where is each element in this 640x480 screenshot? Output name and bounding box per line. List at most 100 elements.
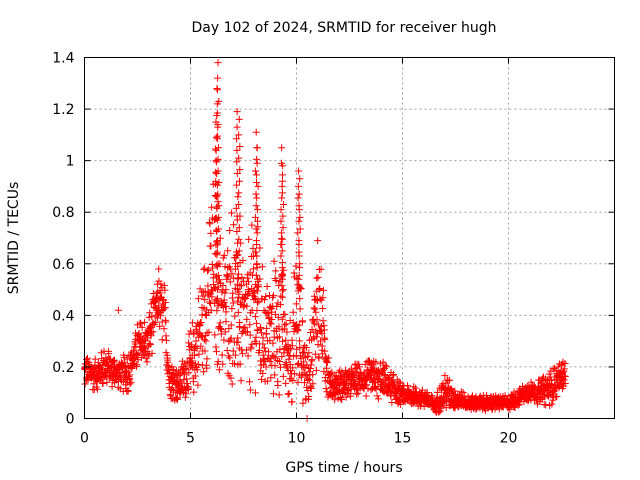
data-point (371, 384, 379, 392)
data-point (233, 170, 241, 178)
data-point (240, 303, 248, 311)
data-point (447, 385, 455, 393)
data-point (549, 396, 557, 404)
data-point (411, 384, 419, 392)
data-point (233, 251, 241, 259)
data-point (195, 350, 203, 358)
data-point (248, 221, 256, 229)
data-point (259, 340, 267, 348)
data-point (226, 354, 234, 362)
data-point (233, 108, 241, 116)
data-point (277, 301, 285, 309)
data-point (316, 295, 324, 303)
data-point (212, 343, 220, 351)
data-point (146, 339, 154, 347)
data-point (253, 299, 261, 307)
data-point (278, 189, 286, 197)
data-point (203, 364, 211, 372)
data-point (253, 144, 261, 152)
data-point (216, 276, 224, 284)
data-point (234, 308, 242, 316)
data-point (279, 200, 287, 208)
data-point (211, 331, 219, 339)
data-point (155, 302, 163, 310)
data-point (279, 372, 287, 380)
data-point (323, 359, 331, 367)
data-point (251, 295, 259, 303)
data-point (307, 329, 315, 337)
data-point (162, 336, 170, 344)
data-point (553, 392, 561, 400)
data-point (234, 239, 242, 247)
data-point (202, 337, 210, 345)
data-point (212, 145, 220, 153)
data-point (321, 335, 329, 343)
data-point (318, 330, 326, 338)
data-point (331, 396, 339, 404)
data-point (278, 287, 286, 295)
data-point (260, 356, 268, 364)
data-point (193, 344, 201, 352)
data-point (234, 297, 242, 305)
x-tick-label: 0 (80, 431, 89, 447)
data-point (233, 146, 241, 154)
data-point (561, 372, 569, 380)
axis-ticks: 0 0.2 0.4 0.6 0.8 1 1.2 1.4 0 5 10 15 20 (52, 51, 615, 447)
data-point (219, 360, 227, 368)
data-point (138, 323, 146, 331)
data-point (214, 59, 222, 67)
data-point (561, 360, 569, 368)
data-point (134, 332, 142, 340)
data-point (226, 278, 234, 286)
data-point (271, 362, 279, 370)
data-point (264, 377, 272, 385)
data-point (169, 366, 177, 374)
data-point (214, 74, 222, 82)
data-point (158, 336, 166, 344)
y-tick-label: 0.6 (52, 257, 74, 273)
data-point (161, 286, 169, 294)
data-point (277, 252, 285, 260)
data-point (252, 319, 260, 327)
data-point (278, 171, 286, 179)
data-point (275, 391, 283, 399)
data-point (276, 346, 284, 354)
data-point (222, 308, 230, 316)
data-point (213, 348, 221, 356)
data-point (295, 237, 303, 245)
data-point (253, 307, 261, 315)
data-point (213, 203, 221, 211)
data-point (123, 355, 131, 363)
data-point (300, 358, 308, 366)
data-point (81, 380, 89, 388)
data-point (146, 341, 154, 349)
data-point (251, 313, 259, 321)
data-point (278, 177, 286, 185)
data-point (263, 282, 271, 290)
data-point (114, 383, 122, 391)
data-point (220, 336, 228, 344)
data-point (295, 271, 303, 279)
data-point (476, 392, 484, 400)
data-point (114, 306, 122, 314)
data-point (277, 217, 285, 225)
data-point (231, 351, 239, 359)
data-point (267, 374, 275, 382)
data-point (213, 170, 221, 178)
data-point (278, 282, 286, 290)
data-point (560, 365, 568, 373)
data-point (137, 319, 145, 327)
data-point (220, 251, 228, 259)
data-point (264, 348, 272, 356)
data-point (278, 247, 286, 255)
data-point (262, 363, 270, 371)
data-point (275, 358, 283, 366)
data-point (243, 315, 251, 323)
data-point (275, 333, 283, 341)
data-point (252, 225, 260, 233)
data-point (253, 283, 261, 291)
data-point (437, 403, 445, 411)
data-point (302, 344, 310, 352)
data-point (135, 329, 143, 337)
